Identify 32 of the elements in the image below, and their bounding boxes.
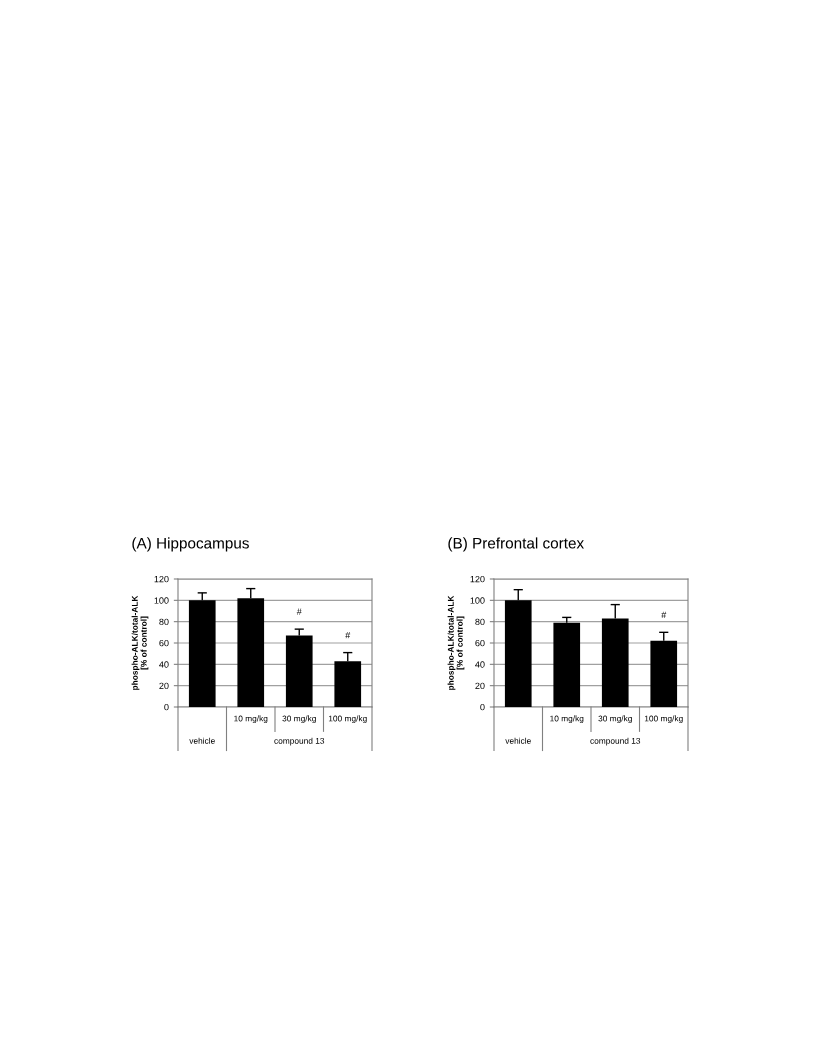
y-tick-label: 60 — [475, 639, 485, 647]
x-tick-label: 100 mg/kg — [328, 715, 367, 724]
text: compound 13 — [590, 737, 641, 746]
chart-title: (B) Prefrontal cortex — [448, 537, 584, 552]
x-tick-label: 30 mg/kg — [598, 715, 632, 724]
y-tick-label: 0 — [480, 703, 485, 711]
y-tick-label: 80 — [475, 618, 485, 626]
y-tick-label: 80 — [159, 618, 169, 626]
y-tick-label: 0 — [164, 703, 169, 711]
x-tick-label: 100 mg/kg — [644, 715, 683, 724]
y-tick-label: 40 — [475, 661, 485, 668]
text: vehicle — [189, 737, 215, 744]
y-tick-label: 40 — [159, 661, 169, 668]
text: vehicle — [505, 737, 531, 744]
annotation: # — [296, 608, 302, 615]
y-axis-title: phospho-ALK/total-ALK [% of control] — [447, 595, 465, 690]
x-tick-label: 10 mg/kg — [550, 715, 584, 724]
y-tick-label: 60 — [159, 639, 169, 647]
y-axis-title: phospho-ALK/total-ALK [% of control] — [131, 595, 149, 690]
y-tick-label: 100 — [154, 597, 169, 604]
y-tick-label: 120 — [154, 575, 169, 583]
y-tick-label: 20 — [475, 682, 485, 690]
annotation: # — [345, 632, 351, 639]
y-tick-label: 20 — [159, 682, 169, 690]
x-tick-label: 10 mg/kg — [234, 715, 268, 724]
bar — [553, 622, 581, 707]
annotation: # — [661, 611, 667, 618]
x-tick-label: 30 mg/kg — [282, 715, 316, 724]
y-tick-label: 100 — [470, 597, 485, 604]
text: compound 13 — [274, 737, 325, 746]
chart-title: (A) Hippocampus — [132, 537, 249, 552]
y-tick-label: 120 — [470, 575, 485, 583]
